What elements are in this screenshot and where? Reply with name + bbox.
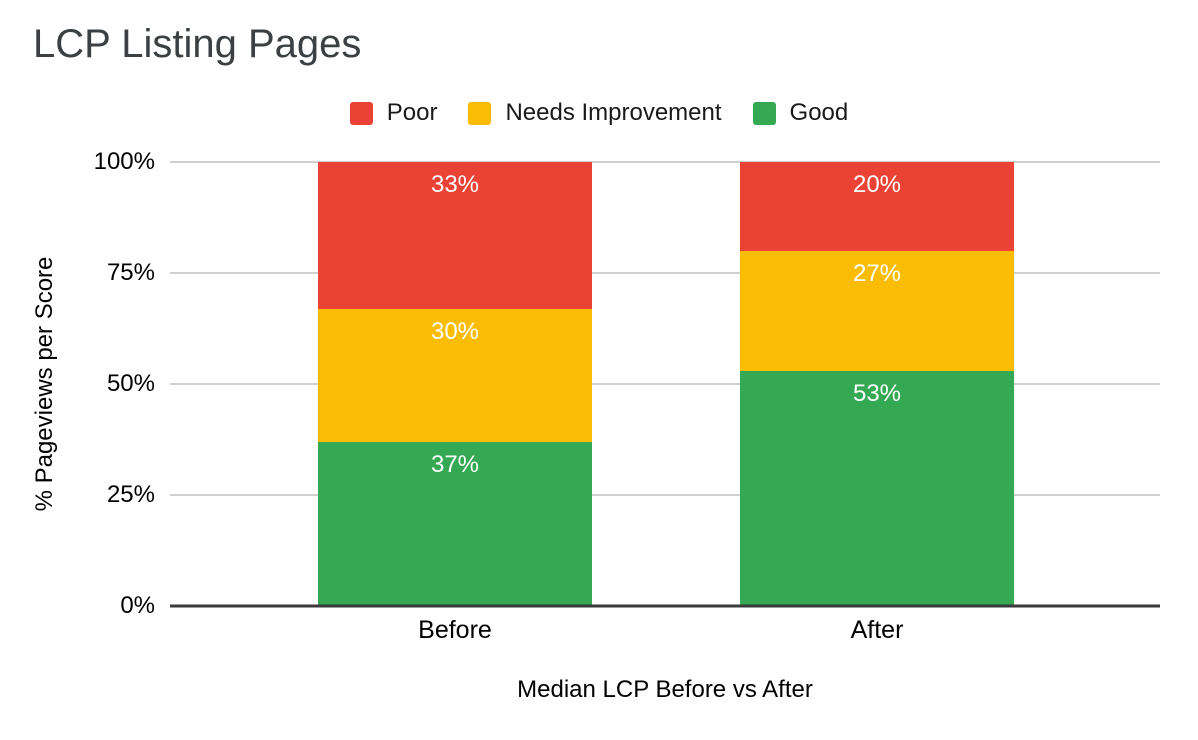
legend-swatch	[349, 101, 373, 125]
segment-value-label: 30%	[430, 317, 480, 345]
chart-title: LCP Listing Pages	[33, 22, 362, 66]
legend-item-needs-improvement: Needs Improvement	[468, 99, 722, 127]
y-tick-label: 75%	[106, 259, 155, 286]
category-label-before: Before	[418, 616, 492, 644]
segment-value-label: 33%	[430, 171, 480, 198]
y-tick-label: 50%	[106, 370, 155, 397]
segment-good: 53%	[740, 370, 1014, 606]
x-axis-labels: Before After	[170, 616, 1160, 648]
legend: Poor Needs Improvement Good	[0, 99, 1198, 127]
legend-label: Good	[789, 99, 849, 126]
segment-value-label: 53%	[852, 379, 902, 407]
y-axis-labels: 0% 25% 50% 75% 100%	[0, 148, 155, 619]
segment-needs-improvement: 30%	[318, 308, 592, 442]
bar-before: 33% 30% 37%	[318, 162, 592, 606]
legend-label: Poor	[386, 99, 438, 126]
plot-area: 33% 30% 37% 20% 27% 53%	[170, 161, 1160, 608]
gridline	[170, 494, 1160, 496]
bar-after: 20% 27% 53%	[740, 162, 1014, 606]
segment-poor: 20%	[740, 162, 1014, 251]
legend-swatch	[752, 101, 776, 125]
segment-value-label: 27%	[852, 259, 902, 287]
x-axis-baseline	[170, 604, 1160, 608]
y-tick-label: 25%	[106, 481, 155, 508]
legend-swatch	[468, 101, 492, 125]
x-axis-title: Median LCP Before vs After	[517, 676, 813, 703]
y-axis-title: % Pageviews per Score	[31, 256, 58, 512]
gridline	[170, 383, 1160, 385]
segment-value-label: 37%	[430, 450, 480, 478]
segment-poor: 33%	[318, 162, 592, 309]
y-tick-label: 100%	[93, 148, 155, 175]
legend-item-good: Good	[752, 99, 849, 127]
segment-needs-improvement: 27%	[740, 250, 1014, 371]
gridline	[170, 161, 1160, 163]
legend-item-poor: Poor	[349, 99, 438, 127]
category-label-after: After	[850, 616, 904, 644]
legend-label: Needs Improvement	[505, 99, 722, 126]
segment-value-label: 20%	[852, 171, 902, 198]
y-tick-label: 0%	[120, 592, 155, 619]
gridline	[170, 272, 1160, 274]
segment-good: 37%	[318, 441, 592, 606]
